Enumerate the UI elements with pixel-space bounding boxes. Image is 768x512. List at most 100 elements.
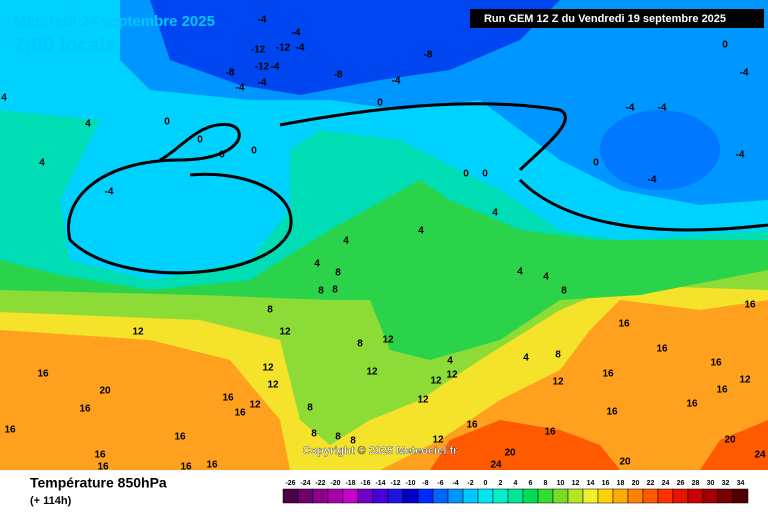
legend-tick-label: -26 [285,480,295,487]
contour-label: 16 [174,432,186,443]
legend-swatch [597,488,614,504]
legend-swatch [387,488,404,504]
contour-label: 4 [343,236,349,247]
legend-swatch [717,488,734,504]
legend-tick-label: 12 [572,480,580,487]
contour-label: -8 [226,68,235,79]
contour-label: -4 [258,78,267,89]
contour-label: 8 [555,350,561,361]
contour-label: 24 [754,450,766,461]
contour-label: 8 [335,432,341,443]
legend-tick-label: 22 [647,480,655,487]
contour-label: 16 [710,358,722,369]
contour-label: 4 [517,267,523,278]
contour-label: -4 [105,187,114,198]
legend-tick-label: 4 [514,480,518,487]
contour-label: 16 [94,450,106,461]
contour-label: 12 [366,367,378,378]
contour-label: 12 [279,327,291,338]
contour-label: 12 [249,400,261,411]
legend-tick-label: 10 [557,480,565,487]
contour-label: 0 [463,169,469,180]
contour-label: 12 [417,395,429,406]
contour-label: -4 [258,15,267,26]
contour-label: 12 [382,335,394,346]
contour-label: 0 [219,150,225,161]
isotherm-zero [67,102,768,275]
contour-label: 12 [552,377,564,388]
contour-label: 12 [432,435,444,446]
legend-swatch [402,488,419,504]
legend-swatch [642,488,659,504]
contour-label: 0 [722,40,728,51]
contour-label: -4 [648,175,657,186]
contour-label: 4 [418,226,424,237]
contour-label: 16 [544,427,556,438]
legend-tick-label: 20 [632,480,640,487]
contour-label: 16 [744,300,756,311]
legend-tick-label: 8 [544,480,548,487]
contour-label: 20 [504,448,516,459]
contour-label: 8 [307,403,313,414]
legend-tick-label: 32 [722,480,730,487]
legend-swatch [627,488,644,504]
legend-tick-label: 28 [692,480,700,487]
contour-label: 4 [39,158,45,169]
legend-swatch [612,488,629,504]
legend-tick-label: 14 [587,480,595,487]
legend-tick-label: 6 [529,480,533,487]
contour-label: 16 [716,385,728,396]
legend-swatch [732,488,749,504]
contour-label: 16 [97,462,109,473]
legend-tick-label: -8 [422,480,428,487]
contour-label: 12 [430,376,442,387]
footer-title: Température 850hPa [30,475,167,491]
legend-swatch [537,488,554,504]
contour-label: 8 [350,436,356,447]
contour-label: -4 [392,76,401,87]
zone-minus8 [150,0,560,95]
contour-label: -12 [251,45,266,56]
contour-label: -4 [658,103,667,114]
contour-label: 20 [724,435,736,446]
legend-tick-label: -2 [467,480,473,487]
legend-swatch [342,488,359,504]
legend-swatch [372,488,389,504]
run-info: Run GEM 12 Z du Vendredi 19 septembre 20… [484,13,726,25]
legend-swatch [687,488,704,504]
legend-swatch [567,488,584,504]
legend-swatch [462,488,479,504]
legend-tick-label: -22 [315,480,325,487]
contour-label: 0 [164,117,170,128]
run-box [470,9,764,28]
contour-label: -4 [236,83,245,94]
contour-label: 16 [686,399,698,410]
contour-label: -4 [296,43,305,54]
legend-swatch [522,488,539,504]
contour-labels: -4-4-12 -12 -4-12 -4-8-4-4-8-8-400-4-4 -4-4-… [1,15,766,473]
legend-swatch [702,488,719,504]
contour-label: 16 [222,393,234,404]
legend-tick-label: 30 [707,480,715,487]
contour-label: 0 [482,169,488,180]
contour-label: 0 [377,98,383,109]
zone-20-east [700,420,768,470]
legend-swatch [417,488,434,504]
legend-swatch [552,488,569,504]
contour-label: 8 [267,305,273,316]
legend-tick-label: -14 [375,480,385,487]
footer-lead: (+ 114h) [30,495,72,507]
contour-label: 12 [262,363,274,374]
contour-label: 12 [132,327,144,338]
contour-label: 20 [99,386,111,397]
legend-tick-label: 26 [677,480,685,487]
contour-label: 16 [180,462,192,473]
contour-label: -4 [740,68,749,79]
contour-label: 4 [314,259,320,270]
legend-tick-label: 0 [484,480,488,487]
legend-tick-label: -18 [345,480,355,487]
legend-swatch [507,488,524,504]
contour-label: 4 [492,208,498,219]
